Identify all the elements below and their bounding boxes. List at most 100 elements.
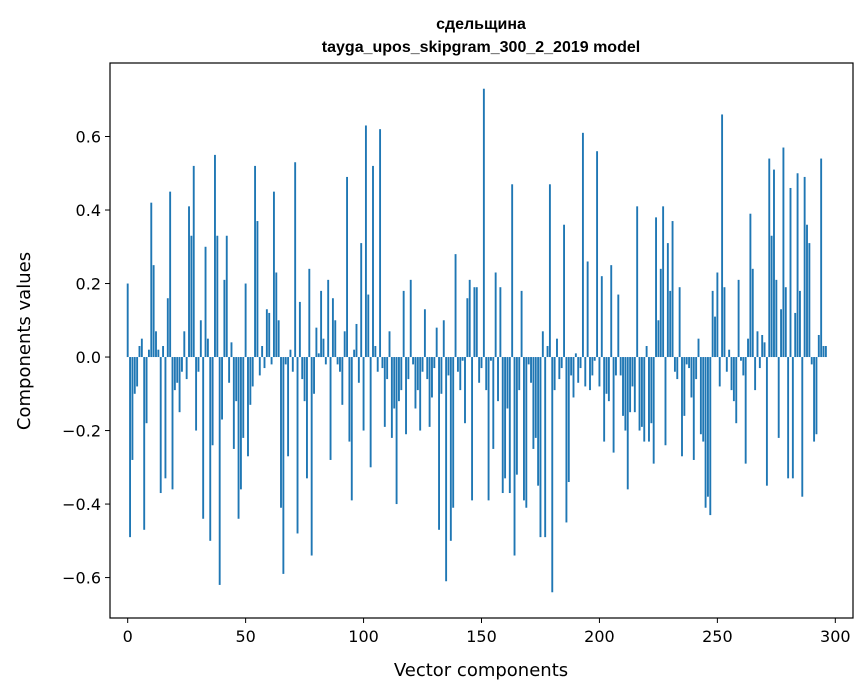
bar <box>173 357 176 391</box>
bar <box>638 357 641 431</box>
bar <box>598 357 601 387</box>
bar <box>362 357 365 431</box>
bar <box>655 217 657 358</box>
bar <box>247 357 249 457</box>
bar <box>511 184 514 358</box>
bar <box>249 357 252 405</box>
y-tick-label: −0.4 <box>62 495 101 514</box>
bar <box>242 357 245 438</box>
bar <box>145 357 148 424</box>
bar <box>230 342 233 358</box>
bar <box>615 357 617 376</box>
bar <box>270 357 273 365</box>
bar <box>487 357 490 501</box>
bar <box>688 357 691 369</box>
bar <box>520 290 523 358</box>
bar <box>331 298 334 358</box>
bar <box>190 235 193 358</box>
bar <box>421 357 424 372</box>
bar <box>360 243 363 358</box>
bar <box>386 357 389 380</box>
bar <box>277 320 280 358</box>
bar <box>619 357 622 376</box>
bar <box>556 338 558 358</box>
bar <box>504 357 507 479</box>
bar <box>423 309 426 358</box>
bar <box>372 165 374 358</box>
bar <box>523 357 525 501</box>
bar <box>336 357 339 365</box>
bar <box>322 338 325 358</box>
x-tick-label: 250 <box>702 627 733 646</box>
bar <box>666 243 669 358</box>
bar <box>261 346 264 358</box>
bar <box>390 357 393 438</box>
bar <box>185 357 188 380</box>
bar <box>228 357 231 383</box>
bar <box>565 357 568 523</box>
bar <box>268 312 271 358</box>
bar <box>659 268 662 358</box>
bar <box>383 357 386 427</box>
bar <box>706 357 709 497</box>
bar <box>770 235 773 358</box>
bar <box>508 357 511 494</box>
bar <box>162 346 165 358</box>
bar <box>711 290 714 358</box>
x-tick-label: 100 <box>348 627 379 646</box>
bar <box>237 357 240 519</box>
bar <box>768 158 771 358</box>
bar <box>339 357 341 372</box>
bar <box>808 243 811 358</box>
bar <box>579 357 582 369</box>
bar <box>497 357 499 402</box>
bar <box>306 357 308 479</box>
bar <box>730 357 733 391</box>
x-tick-label: 200 <box>584 627 615 646</box>
bar <box>480 357 483 369</box>
bar <box>725 357 728 372</box>
bar <box>435 327 438 358</box>
bar <box>313 357 315 394</box>
bar <box>704 357 707 508</box>
bar <box>147 349 150 358</box>
x-tick-label: 300 <box>820 627 851 646</box>
bar <box>447 357 450 376</box>
bar <box>251 357 254 387</box>
y-axis: −0.6 −0.4 −0.2 0.0 0.2 0.4 0.6 <box>62 128 110 588</box>
bar <box>765 357 768 486</box>
bar <box>763 342 766 358</box>
bar <box>662 206 665 358</box>
bar <box>798 290 801 358</box>
bar <box>258 357 261 376</box>
chart-subtitle: tayga_upos_skipgram_300_2_2019 model <box>322 39 640 56</box>
bar <box>275 272 278 358</box>
bar <box>442 320 445 358</box>
bar <box>282 357 285 574</box>
bar <box>751 268 754 358</box>
bar <box>624 357 627 431</box>
bar <box>239 357 242 490</box>
bar <box>817 334 820 358</box>
bar <box>801 357 804 497</box>
bar <box>298 301 301 358</box>
bar <box>353 349 356 358</box>
bar <box>303 357 306 402</box>
bar <box>546 346 549 358</box>
bar <box>683 357 686 416</box>
bar <box>478 357 481 383</box>
bar <box>747 338 749 358</box>
bar <box>405 357 407 435</box>
bar <box>256 221 259 358</box>
bar <box>527 357 530 365</box>
bar <box>591 357 594 376</box>
bar <box>324 357 327 365</box>
bar <box>558 357 561 380</box>
bar <box>530 357 532 383</box>
bar <box>737 279 740 358</box>
bar <box>820 158 823 358</box>
bar <box>395 357 398 505</box>
bar <box>310 357 313 556</box>
bar <box>485 357 488 391</box>
bar <box>648 357 650 442</box>
